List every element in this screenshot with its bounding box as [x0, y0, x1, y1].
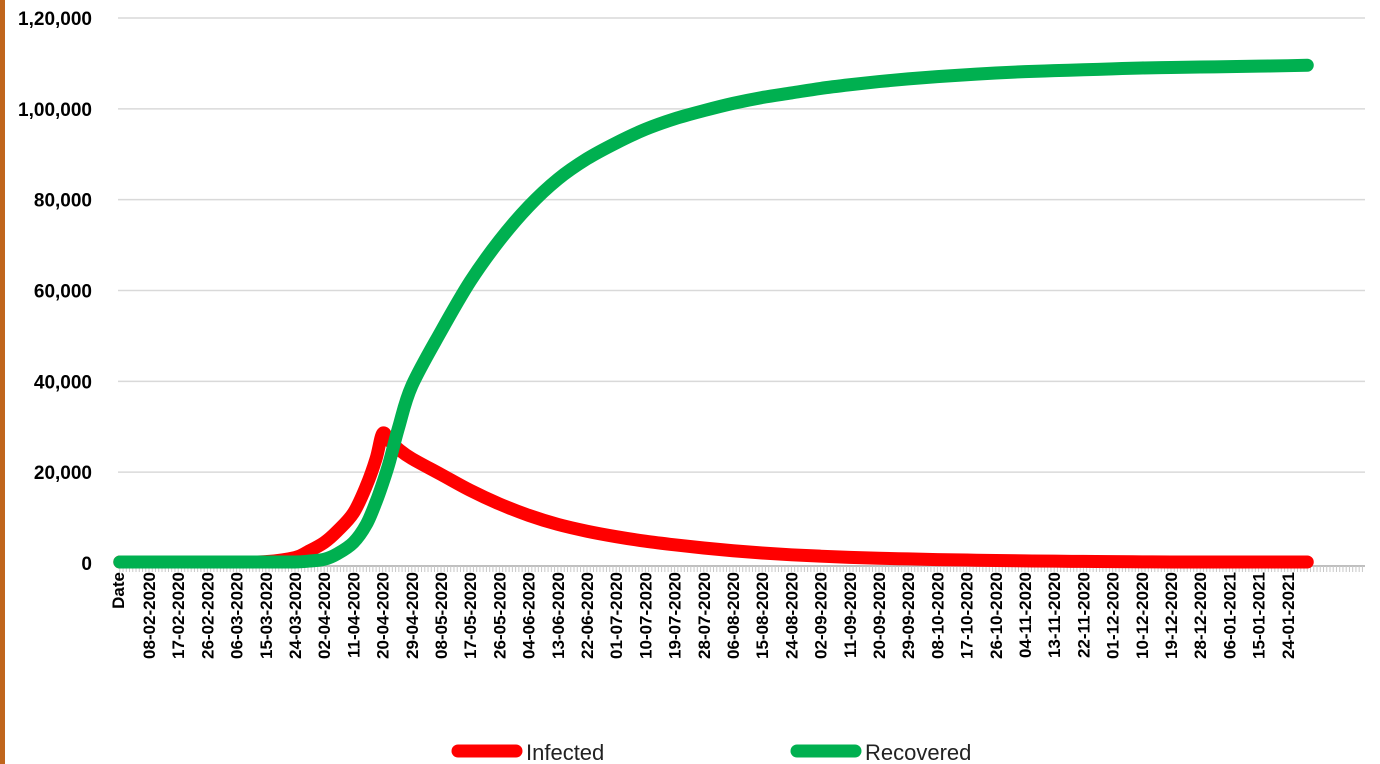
- y-tick-label: 80,000: [34, 191, 92, 212]
- legend: Infected Recovered: [451, 740, 971, 764]
- series-lines: [113, 58, 1314, 569]
- x-tick-label: 22-11-2020: [1074, 572, 1093, 658]
- x-tick-label: 29-04-2020: [403, 572, 422, 659]
- x-tick-label: 15-01-2021: [1250, 572, 1269, 659]
- y-tick-label: 0: [81, 554, 92, 575]
- y-tick-label: 40,000: [34, 372, 92, 393]
- x-tick-label: 15-08-2020: [753, 572, 772, 659]
- x-tick-label: 06-01-2021: [1220, 572, 1239, 659]
- x-tick-label: 11-09-2020: [841, 572, 860, 658]
- x-tick-label: 04-06-2020: [520, 572, 539, 659]
- series-line-recovered: [113, 58, 1314, 569]
- legend-label-recovered: Recovered: [865, 740, 971, 764]
- x-tick-label: 28-12-2020: [1191, 572, 1210, 659]
- x-tick-label: 20-04-2020: [374, 572, 393, 659]
- x-tick-label: 08-02-2020: [140, 572, 159, 659]
- x-tick-label: 02-09-2020: [812, 572, 831, 659]
- x-tick-label: 02-04-2020: [315, 572, 334, 659]
- x-tick-label: 13-11-2020: [1045, 572, 1064, 658]
- series-line-infected: [113, 426, 1314, 569]
- x-tick-label: 15-03-2020: [257, 572, 276, 659]
- x-tick-label: 08-10-2020: [928, 572, 947, 659]
- x-tick-label: 26-02-2020: [198, 572, 217, 659]
- y-tick-label: 20,000: [34, 463, 92, 484]
- x-tick-label: 20-09-2020: [870, 572, 889, 659]
- x-tick-label: 17-10-2020: [958, 572, 977, 659]
- x-tick-label: 10-07-2020: [636, 572, 655, 659]
- x-tick-label: 26-05-2020: [490, 572, 509, 659]
- x-tick-label: 19-07-2020: [666, 572, 685, 659]
- x-axis-tick-labels: Date 08-02-2020 17-02-2020 26-02-2020 06-03-…: [109, 572, 1298, 659]
- x-tick-label: 22-06-2020: [578, 572, 597, 659]
- x-tick-label: 11-04-2020: [344, 572, 363, 658]
- x-tick-label: 24-01-2021: [1279, 572, 1298, 659]
- x-tick-label: 17-05-2020: [461, 572, 480, 659]
- x-tick-label: 19-12-2020: [1162, 572, 1181, 659]
- left-accent-border: [0, 0, 5, 764]
- x-tick-label: 24-08-2020: [782, 572, 801, 659]
- x-tick-label: Date: [109, 572, 128, 609]
- y-tick-label: 60,000: [34, 282, 92, 303]
- y-tick-label: 1,00,000: [18, 100, 92, 121]
- y-axis-tick-labels: 0 20,000 40,000 60,000 80,000 1,00,000 1,20,00…: [18, 9, 92, 575]
- x-tick-label: 10-12-2020: [1133, 572, 1152, 659]
- x-tick-label: 06-03-2020: [228, 572, 247, 659]
- legend-label-infected: Infected: [526, 740, 604, 764]
- x-axis: [118, 565, 1365, 572]
- x-tick-label: 06-08-2020: [724, 572, 743, 659]
- x-tick-label: 29-09-2020: [899, 572, 918, 659]
- x-tick-label: 17-02-2020: [169, 572, 188, 659]
- x-tick-label: 26-10-2020: [987, 572, 1006, 659]
- x-tick-label: 28-07-2020: [695, 572, 714, 659]
- x-tick-label: 24-03-2020: [286, 572, 305, 659]
- x-tick-label: 01-12-2020: [1104, 572, 1123, 659]
- y-tick-label: 1,20,000: [18, 9, 92, 30]
- x-tick-label: 13-06-2020: [549, 572, 568, 659]
- x-tick-label: 01-07-2020: [607, 572, 626, 659]
- gridlines: [118, 17, 1365, 473]
- x-tick-label: 08-05-2020: [432, 572, 451, 659]
- x-tick-label: 04-11-2020: [1016, 572, 1035, 658]
